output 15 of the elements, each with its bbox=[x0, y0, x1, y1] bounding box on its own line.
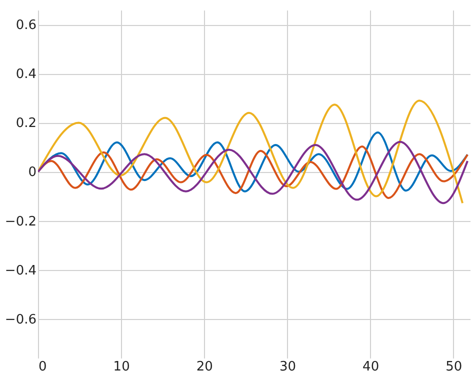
y-tick-label: −0.2 bbox=[4, 214, 36, 230]
x-tick-label: 30 bbox=[279, 360, 296, 374]
y-tick-label: −0.4 bbox=[4, 263, 36, 278]
y-tick-label: 0.2 bbox=[16, 116, 36, 132]
y-tick-label: 0 bbox=[28, 165, 36, 180]
line-series bbox=[38, 100, 464, 204]
x-tick-label: 10 bbox=[113, 360, 130, 374]
line-series bbox=[38, 140, 469, 204]
x-tick-label: 0 bbox=[38, 360, 47, 374]
x-tick-label: 50 bbox=[446, 360, 462, 374]
x-tick-label: 20 bbox=[196, 360, 213, 374]
y-tick-label: −0.6 bbox=[4, 312, 36, 328]
y-tick-label: 0.4 bbox=[16, 67, 36, 82]
y-tick-label: 0.6 bbox=[16, 18, 36, 34]
x-tick-label: 40 bbox=[362, 360, 380, 374]
